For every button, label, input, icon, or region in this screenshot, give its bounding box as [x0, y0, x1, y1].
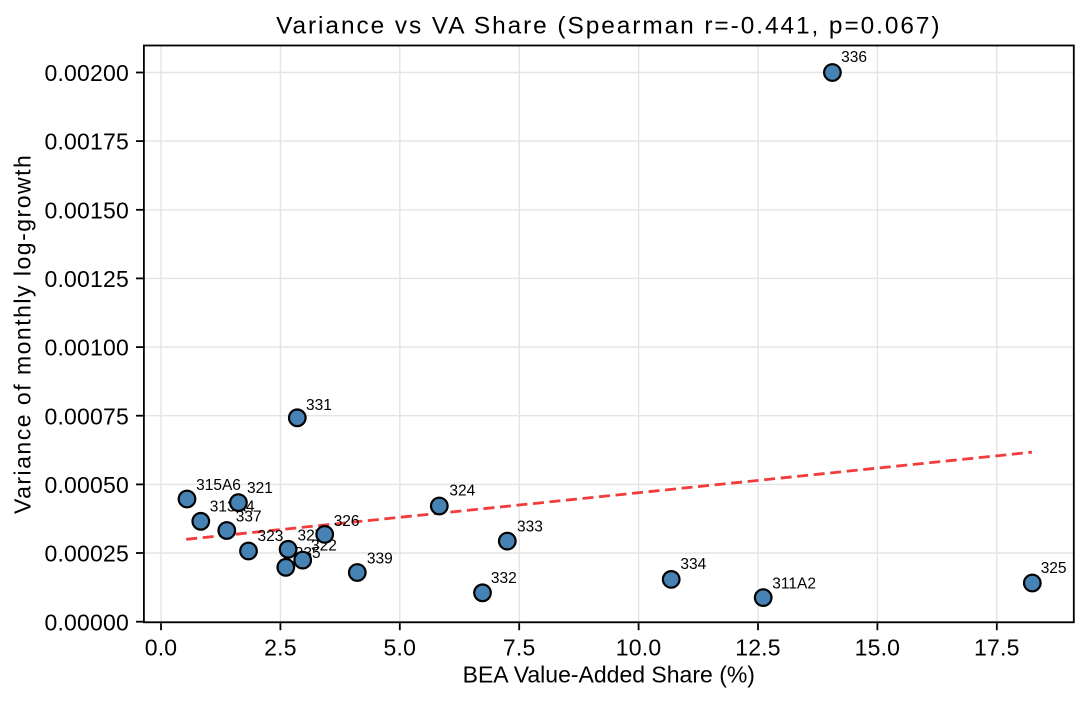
svg-text:324: 324 [449, 483, 475, 500]
svg-text:0.00050: 0.00050 [44, 472, 129, 498]
svg-text:315A6: 315A6 [196, 477, 241, 494]
svg-text:15.0: 15.0 [855, 635, 901, 661]
svg-text:334: 334 [680, 556, 706, 573]
svg-text:12.5: 12.5 [735, 635, 781, 661]
svg-text:339: 339 [367, 550, 393, 567]
svg-text:0.00075: 0.00075 [44, 403, 129, 429]
svg-text:332: 332 [491, 570, 517, 587]
svg-text:0.00175: 0.00175 [44, 129, 129, 155]
svg-text:Variance vs VA Share (Spearman: Variance vs VA Share (Spearman r=-0.441,… [276, 13, 941, 40]
svg-text:333: 333 [517, 518, 543, 535]
svg-text:336: 336 [841, 49, 867, 66]
svg-text:2.5: 2.5 [264, 635, 297, 661]
svg-text:10.0: 10.0 [616, 635, 662, 661]
svg-text:0.00125: 0.00125 [44, 266, 129, 292]
svg-text:321: 321 [247, 480, 273, 497]
svg-text:331: 331 [306, 397, 332, 414]
svg-text:0.00100: 0.00100 [44, 335, 129, 361]
svg-text:0.0: 0.0 [145, 635, 178, 661]
svg-text:326: 326 [334, 513, 360, 530]
svg-text:0.00025: 0.00025 [44, 541, 129, 567]
svg-text:5.0: 5.0 [384, 635, 417, 661]
svg-text:BEA Value-Added Share (%): BEA Value-Added Share (%) [463, 662, 755, 688]
svg-text:17.5: 17.5 [974, 635, 1020, 661]
svg-text:7.5: 7.5 [503, 635, 536, 661]
svg-text:Variance of monthly log-growth: Variance of monthly log-growth [9, 154, 35, 514]
svg-text:311A2: 311A2 [772, 575, 816, 592]
svg-text:337: 337 [236, 509, 262, 526]
svg-text:0.00150: 0.00150 [44, 197, 129, 223]
svg-text:0.00000: 0.00000 [44, 609, 129, 635]
svg-text:325: 325 [1041, 560, 1067, 577]
svg-text:0.00200: 0.00200 [44, 60, 129, 86]
svg-text:323: 323 [258, 528, 284, 545]
